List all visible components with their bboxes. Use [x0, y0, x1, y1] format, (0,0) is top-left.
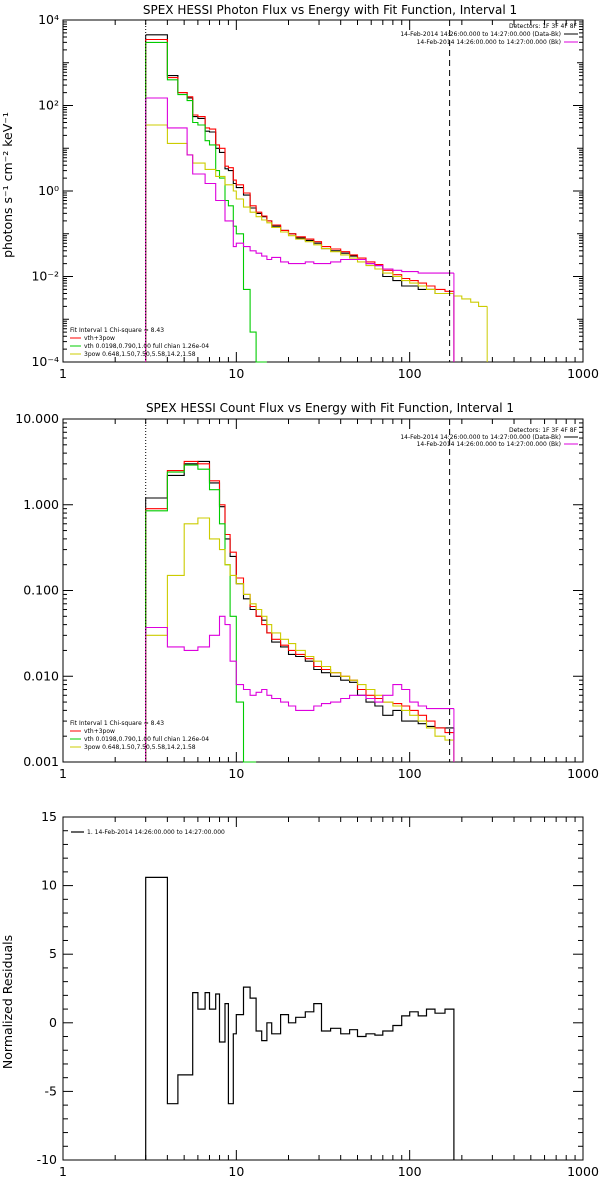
residuals-y-tick-label: 10	[41, 878, 57, 893]
count-y-tick-label: 0.001	[23, 754, 59, 769]
photon-y-tick-label: 10⁰	[38, 183, 59, 198]
photon-plot-frame	[62, 19, 584, 363]
count-detectors-label: Detectors: 1F 3F 4F 8F	[509, 427, 578, 434]
count-series-3pow	[145, 517, 454, 741]
photon-y-tick-label: 10²	[38, 98, 59, 113]
photon-x-tick-label: 1000	[567, 366, 599, 381]
count-series-data-bk	[145, 460, 454, 729]
count-fit-line-1: Fit Interval 1 Chi-square = 8.43	[70, 720, 164, 727]
count-x-tick-label: 1000	[567, 766, 599, 781]
residuals-y-tick-label: -5	[45, 1083, 57, 1098]
count-series-bk	[145, 615, 454, 711]
photon-detectors-label: Detectors: 1F 3F 4F 8F	[509, 23, 578, 30]
count-series-vth-3pow	[145, 460, 454, 734]
count-legend-databk: 14-Feb-2014 14:26:00.000 to 14:27:00.000…	[400, 434, 561, 441]
photon-fit-line-1: Fit Interval 1 Chi-square = 8.43	[70, 327, 164, 334]
count-fit-line-3: vth 0.0198,0.790,1.00 full chian 1.26e-0…	[84, 736, 209, 743]
photon-x-tick-label: 100	[398, 366, 422, 381]
photon-series-3pow	[145, 124, 488, 307]
photon-series-vth	[145, 41, 267, 363]
count-legend-bk: 14-Feb-2014 14:26:00.000 to 14:27:00.000…	[417, 441, 561, 448]
photon-x-tick-label: 10	[228, 366, 244, 381]
residuals-series	[145, 876, 455, 1160]
count-fit-line-4: 3pow 0.648,1.50,7.50,5.58,14.2,1.58	[84, 744, 196, 751]
photon-series-data-bk	[145, 34, 454, 295]
photon-fit-line-4: 3pow 0.648,1.50,7.50,5.58,14.2,1.58	[84, 351, 196, 358]
residuals-x-tick-label: 1000	[567, 1164, 599, 1179]
count-plot-frame	[62, 418, 584, 763]
residuals-y-tick-label: 15	[41, 809, 57, 824]
photon-series-bk	[145, 97, 454, 274]
count-y-tick-label: 0.100	[23, 583, 59, 598]
count-x-tick-label: 1	[59, 766, 67, 781]
residuals-y-axis-label: Normalized Residuals	[0, 935, 15, 1069]
photon-panel-title: SPEX HESSI Photon Flux vs Energy with Fi…	[143, 3, 517, 17]
residuals-x-tick-label: 10	[228, 1164, 244, 1179]
photon-fit-line-2: vth+3pow	[84, 335, 115, 342]
residuals-y-tick-label: 0	[49, 1015, 57, 1030]
photon-flux-panel: SPEX HESSI Photon Flux vs Energy with Fi…	[0, 3, 599, 381]
photon-fit-line-3: vth 0.0198,0.790,1.00 full chian 1.26e-0…	[84, 343, 209, 350]
count-panel-title: SPEX HESSI Count Flux vs Energy with Fit…	[146, 401, 514, 415]
residuals-x-tick-label: 100	[398, 1164, 422, 1179]
residuals-legend-label: 1. 14-Feb-2014 14:26:00.000 to 14:27:00.…	[87, 829, 225, 836]
count-y-tick-label: 1.000	[23, 497, 59, 512]
residuals-y-tick-label: -10	[37, 1152, 57, 1167]
photon-y-tick-label: 10⁴	[38, 12, 59, 27]
count-y-tick-label: 0.010	[23, 668, 59, 683]
count-x-tick-label: 100	[398, 766, 422, 781]
photon-series-vth-3pow	[145, 38, 454, 292]
photon-y-tick-label: 10⁻⁴	[31, 354, 59, 369]
photon-legend-bk: 14-Feb-2014 14:26:00.000 to 14:27:00.000…	[417, 39, 561, 46]
count-y-tick-label: 10.000	[15, 411, 59, 426]
photon-y-axis-label: photons s⁻¹ cm⁻² keV⁻¹	[0, 112, 15, 258]
photon-y-tick-label: 10⁻²	[31, 269, 59, 284]
count-fit-line-2: vth+3pow	[84, 728, 115, 735]
residuals-x-tick-label: 1	[59, 1164, 67, 1179]
residuals-panel: Normalized Residuals 1. 14-Feb-2014 14:2…	[0, 809, 599, 1179]
count-series-vth	[145, 464, 257, 763]
residuals-plot-frame	[62, 816, 584, 1161]
count-x-tick-label: 10	[228, 766, 244, 781]
residuals-y-tick-label: 5	[49, 946, 57, 961]
photon-x-tick-label: 1	[59, 366, 67, 381]
count-flux-panel: SPEX HESSI Count Flux vs Energy with Fit…	[15, 401, 599, 781]
photon-legend-databk: 14-Feb-2014 14:26:00.000 to 14:27:00.000…	[400, 31, 561, 38]
